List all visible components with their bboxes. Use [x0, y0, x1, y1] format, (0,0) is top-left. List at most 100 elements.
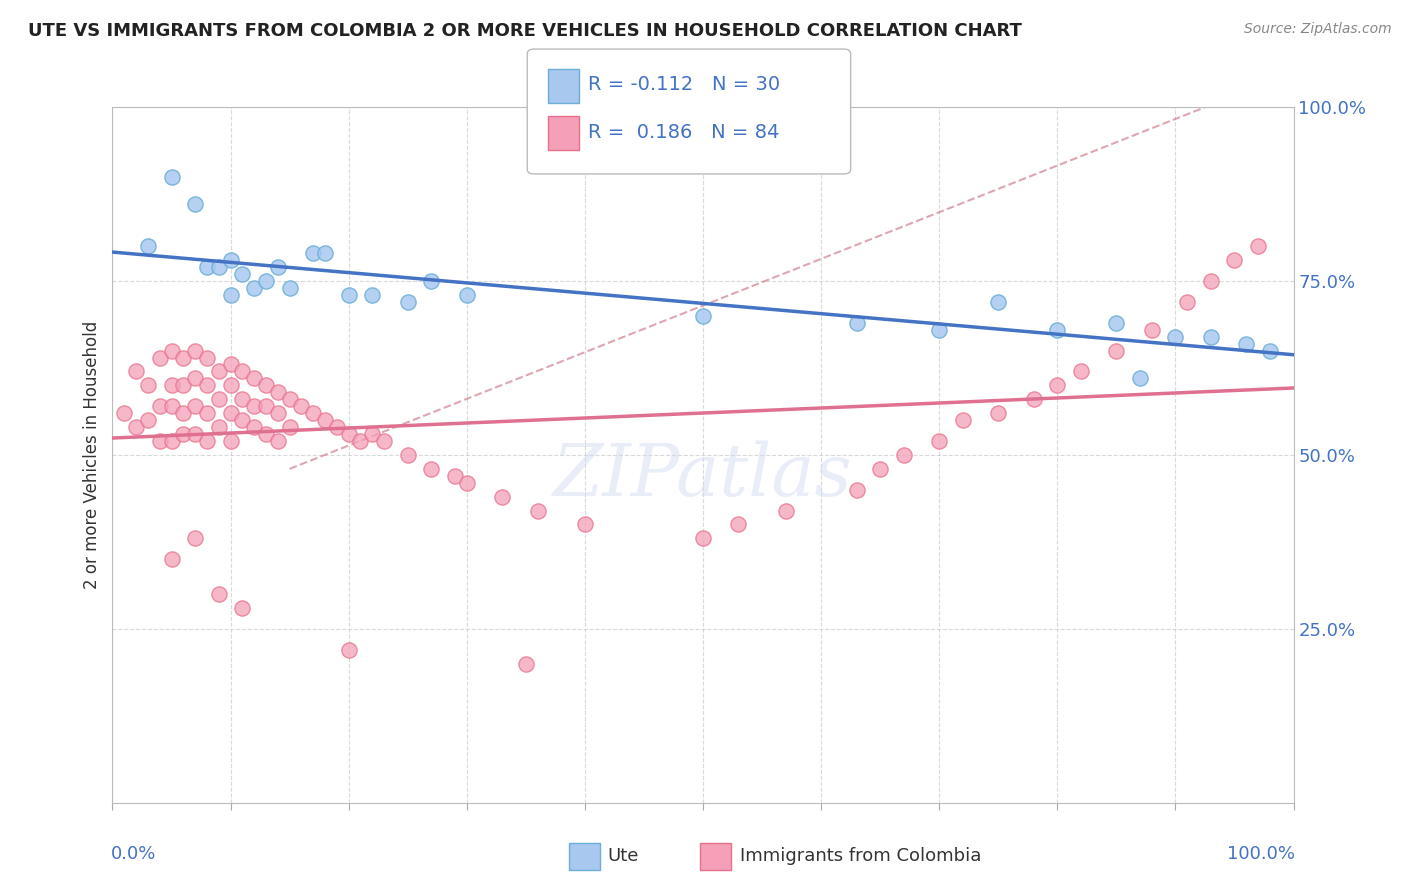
Point [420, 274, 443, 288]
Point [987, 406, 1010, 420]
Point [515, 657, 537, 671]
Text: 0.0%: 0.0% [111, 845, 156, 863]
Point [208, 260, 231, 274]
Point [952, 413, 974, 427]
Point [278, 281, 301, 295]
Point [195, 378, 218, 392]
Point [1223, 253, 1246, 268]
Text: Ute: Ute [607, 847, 638, 865]
Y-axis label: 2 or more Vehicles in Household: 2 or more Vehicles in Household [83, 321, 101, 589]
Text: 100.0%: 100.0% [1226, 845, 1295, 863]
Point [231, 364, 253, 378]
Point [361, 427, 384, 442]
Point [987, 294, 1010, 309]
Point [1234, 336, 1257, 351]
Point [184, 343, 207, 358]
Point [373, 434, 395, 448]
Point [172, 351, 194, 365]
Point [1164, 329, 1187, 343]
Point [219, 434, 242, 448]
Point [1258, 343, 1281, 358]
Point [208, 420, 231, 434]
Point [928, 434, 950, 448]
Point [456, 475, 478, 490]
Point [361, 288, 384, 302]
Point [184, 532, 207, 546]
Point [136, 239, 159, 253]
Point [444, 468, 467, 483]
Point [491, 490, 513, 504]
Point [1105, 316, 1128, 330]
Point [1140, 323, 1163, 337]
Point [302, 406, 325, 420]
Point [195, 260, 218, 274]
Text: Immigrants from Colombia: Immigrants from Colombia [740, 847, 981, 865]
Point [349, 434, 371, 448]
Point [1129, 371, 1152, 385]
Point [172, 406, 194, 420]
Point [149, 434, 172, 448]
Point [290, 399, 312, 413]
Point [219, 358, 242, 372]
Point [172, 427, 194, 442]
Point [314, 246, 336, 260]
Point [278, 420, 301, 434]
Point [1070, 364, 1092, 378]
Point [231, 601, 253, 615]
Point [184, 399, 207, 413]
Point [337, 288, 360, 302]
Point [160, 434, 183, 448]
Text: ZIPatlas: ZIPatlas [553, 441, 853, 511]
Point [302, 246, 325, 260]
Point [160, 169, 183, 184]
Point [326, 420, 349, 434]
Point [184, 427, 207, 442]
Point [208, 587, 231, 601]
Point [125, 364, 148, 378]
Point [219, 378, 242, 392]
Point [314, 413, 336, 427]
Point [219, 253, 242, 268]
Point [893, 448, 915, 462]
Point [278, 392, 301, 407]
Point [692, 532, 714, 546]
Text: R =  0.186   N = 84: R = 0.186 N = 84 [588, 122, 779, 142]
Point [231, 392, 253, 407]
Point [254, 399, 277, 413]
Point [869, 462, 891, 476]
Point [1175, 294, 1198, 309]
Point [112, 406, 135, 420]
Text: Source: ZipAtlas.com: Source: ZipAtlas.com [1244, 22, 1392, 37]
Point [337, 642, 360, 657]
Point [1199, 329, 1222, 343]
Point [125, 420, 148, 434]
Point [160, 343, 183, 358]
Point [1247, 239, 1270, 253]
Point [195, 434, 218, 448]
Point [267, 385, 290, 400]
Text: R = -0.112   N = 30: R = -0.112 N = 30 [588, 75, 780, 95]
Point [928, 323, 950, 337]
Point [1022, 392, 1045, 407]
Point [149, 399, 172, 413]
Point [172, 378, 194, 392]
Point [396, 294, 419, 309]
Point [1105, 343, 1128, 358]
Point [208, 392, 231, 407]
Point [136, 413, 159, 427]
Point [184, 197, 207, 211]
Point [254, 274, 277, 288]
Point [195, 406, 218, 420]
Point [267, 434, 290, 448]
Text: UTE VS IMMIGRANTS FROM COLOMBIA 2 OR MORE VEHICLES IN HOUSEHOLD CORRELATION CHAR: UTE VS IMMIGRANTS FROM COLOMBIA 2 OR MOR… [28, 22, 1022, 40]
Point [775, 503, 797, 517]
Point [337, 427, 360, 442]
Point [254, 378, 277, 392]
Point [136, 378, 159, 392]
Point [727, 517, 749, 532]
Point [267, 406, 290, 420]
Point [845, 483, 868, 497]
Point [231, 267, 253, 281]
Point [160, 399, 183, 413]
Point [231, 413, 253, 427]
